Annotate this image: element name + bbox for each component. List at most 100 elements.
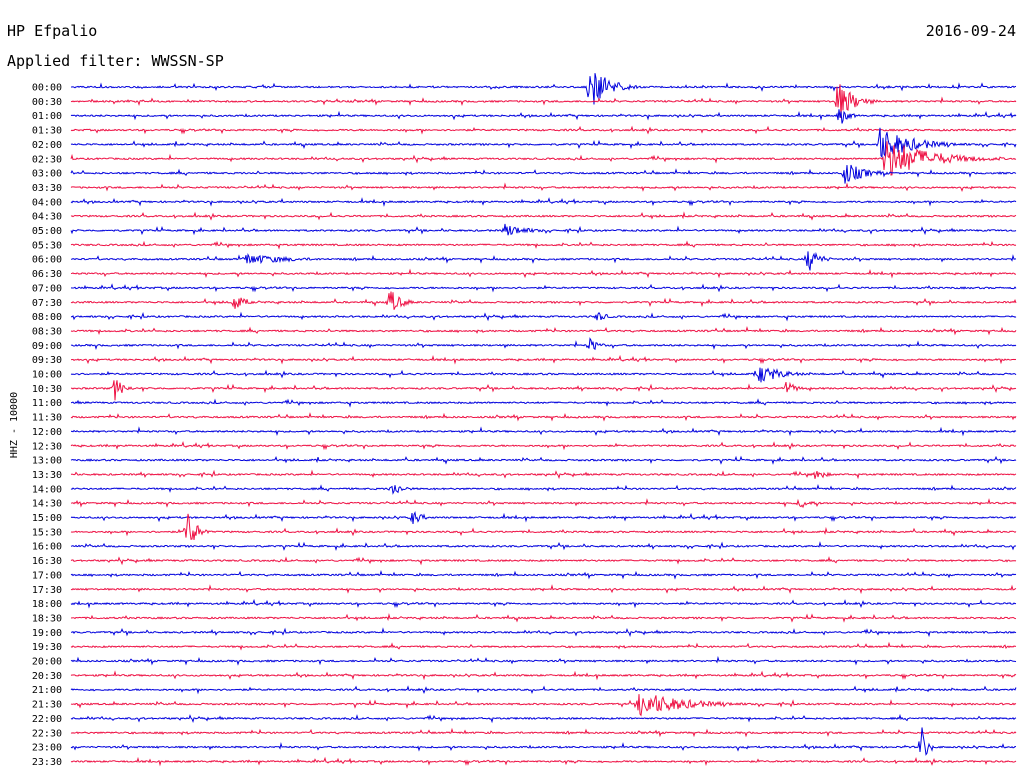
trace-line (71, 354, 1017, 365)
trace-line (70, 337, 1017, 351)
trace-line (70, 510, 1017, 524)
time-tick-label: 23:00 (32, 743, 62, 754)
trace-line (70, 513, 1017, 540)
trace-line (70, 483, 1017, 495)
trace-line (70, 727, 1017, 738)
time-tick-label: 03:00 (32, 169, 62, 180)
trace-line (70, 125, 1017, 135)
trace-line (70, 380, 1017, 401)
time-tick-label: 06:30 (32, 269, 62, 280)
trace-line (70, 283, 1017, 293)
trace-line (71, 73, 1017, 105)
time-tick-label: 09:30 (32, 355, 62, 366)
trace-line (70, 291, 1017, 310)
time-tick-label: 05:30 (32, 240, 62, 251)
time-tick-label: 11:00 (32, 398, 62, 409)
time-tick-label: 07:00 (32, 283, 62, 294)
trace-line (70, 223, 1017, 236)
time-tick-label: 18:00 (32, 599, 62, 610)
time-tick-label: 22:30 (32, 728, 62, 739)
trace-line (70, 326, 1017, 336)
time-tick-label: 03:30 (32, 183, 62, 194)
trace-line (70, 240, 1017, 250)
time-tick-label: 22:00 (32, 714, 62, 725)
time-tick-label: 04:00 (32, 197, 62, 208)
time-tick-label: 18:30 (32, 613, 62, 624)
trace-line (70, 141, 1017, 176)
trace-line (70, 727, 1017, 756)
time-tick-label: 02:30 (32, 154, 62, 165)
time-tick-label: 21:30 (32, 700, 62, 711)
trace-line (70, 613, 1017, 623)
trace-line (70, 584, 1017, 595)
time-tick-label: 01:30 (32, 126, 62, 137)
trace-line (70, 655, 1017, 666)
time-tick-label: 07:30 (32, 298, 62, 309)
trace-line (70, 426, 1017, 437)
trace-line (70, 182, 1017, 192)
trace-line (70, 109, 1017, 124)
time-tick-label: 11:30 (32, 413, 62, 424)
time-tick-label: 13:00 (32, 456, 62, 467)
time-tick-label: 10:30 (32, 384, 62, 395)
trace-line (70, 685, 1017, 695)
time-tick-label: 17:30 (32, 585, 62, 596)
time-tick-label: 14:00 (32, 484, 62, 495)
time-tick-label: 00:00 (32, 83, 62, 94)
trace-line (70, 556, 1017, 566)
date-label: 2016-09-24 (926, 22, 1016, 40)
time-tick-label: 12:00 (32, 427, 62, 438)
time-tick-label: 16:00 (32, 542, 62, 553)
time-tick-label: 05:00 (32, 226, 62, 237)
time-tick-label: 08:00 (32, 312, 62, 323)
trace-line (70, 251, 1017, 271)
station-title: HP Efpalio (7, 22, 97, 40)
time-tick-label: 15:00 (32, 513, 62, 524)
trace-line (70, 570, 1017, 580)
time-tick-label: 02:00 (32, 140, 62, 151)
trace-line (70, 211, 1017, 221)
trace-line (70, 367, 1017, 383)
trace-line (70, 694, 1017, 717)
time-tick-label: 20:00 (32, 657, 62, 668)
time-tick-label: 04:30 (32, 212, 62, 223)
trace-line (70, 412, 1017, 422)
time-tick-label: 23:30 (32, 757, 62, 768)
time-tick-label: 20:30 (32, 671, 62, 682)
trace-group (70, 73, 1017, 767)
trace-line (70, 455, 1017, 465)
time-tick-label: 13:30 (32, 470, 62, 481)
trace-line (70, 756, 1017, 767)
trace-line (70, 541, 1017, 551)
time-tick-label: 08:30 (32, 326, 62, 337)
time-tick-label: 01:00 (32, 111, 62, 122)
trace-line (70, 498, 1017, 509)
trace-line (70, 469, 1017, 480)
trace-line (70, 84, 1017, 119)
time-tick-label: 17:00 (32, 570, 62, 581)
time-tick-label: 06:00 (32, 255, 62, 266)
time-tick-label: 09:00 (32, 341, 62, 352)
time-tick-label: 16:30 (32, 556, 62, 567)
time-tick-label: 19:00 (32, 628, 62, 639)
trace-line (70, 197, 1017, 207)
time-tick-label: 10:00 (32, 370, 62, 381)
filter-label: Applied filter: WWSSN-SP (7, 52, 224, 70)
trace-line (70, 398, 1017, 408)
trace-line (70, 311, 1017, 322)
trace-line (70, 164, 1017, 184)
time-tick-label: 21:00 (32, 685, 62, 696)
time-tick-label: 15:30 (32, 527, 62, 538)
time-tick-label: 14:30 (32, 499, 62, 510)
time-tick-label: 12:30 (32, 441, 62, 452)
trace-line (70, 627, 1017, 638)
channel-label: HHZ - 10000 (9, 392, 20, 458)
trace-line (70, 713, 1017, 724)
trace-line (70, 127, 1017, 158)
time-tick-labels: 00:00 00:30 01:00 01:30 02:00 02:30 03:00 03:30… (32, 83, 62, 768)
time-tick-label: 00:30 (32, 97, 62, 108)
trace-line (70, 598, 1017, 609)
trace-line (70, 670, 1017, 681)
trace-line (70, 268, 1017, 279)
